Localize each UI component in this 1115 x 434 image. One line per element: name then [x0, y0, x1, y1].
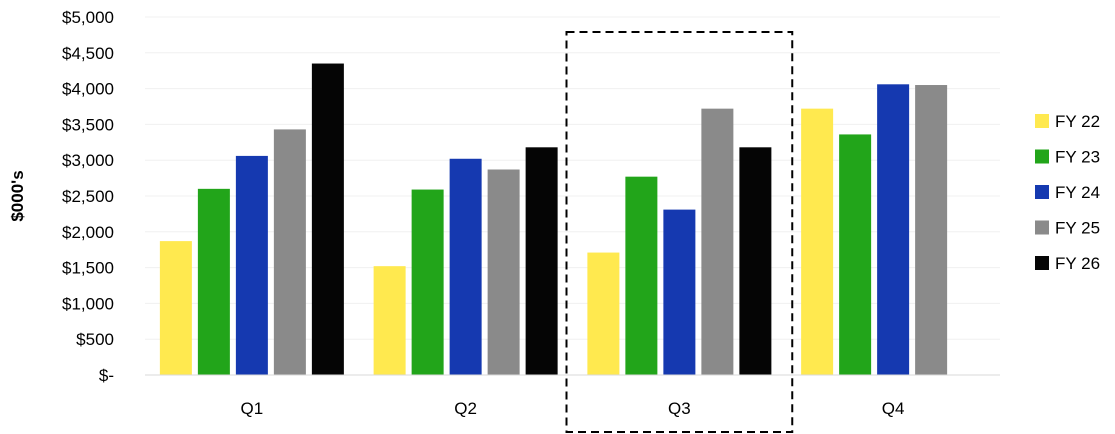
- legend-label: FY 26: [1055, 254, 1100, 273]
- bar-q1-fy22: [159, 241, 192, 375]
- bar-q2-fy26: [525, 147, 558, 375]
- category-labels: Q1 Q2 Q3 Q4: [241, 399, 905, 418]
- bar-q2-fy24: [449, 158, 482, 375]
- y-tick-label: $2,500: [62, 187, 114, 206]
- bar-q4-fy23: [839, 134, 872, 375]
- bar-q4-fy22: [801, 108, 834, 375]
- bar-q1-fy25: [273, 129, 306, 375]
- bar-q1-fy23: [197, 188, 230, 375]
- bar-q4-fy24: [877, 84, 910, 375]
- bar-q4-fy25: [915, 85, 948, 376]
- bar-q3-fy22: [587, 252, 620, 375]
- bar-q1-fy26: [311, 63, 344, 375]
- y-tick-label: $3,500: [62, 115, 114, 134]
- bar-q3-fy24: [663, 209, 696, 375]
- y-tick-label: $4,500: [62, 44, 114, 63]
- legend-swatch: [1035, 220, 1049, 235]
- y-tick-label: $-: [99, 366, 114, 385]
- y-tick-label: $4,000: [62, 80, 114, 99]
- bar-q2-fy22: [373, 266, 406, 375]
- bar-q3-fy23: [625, 176, 658, 375]
- y-tick-label: $5,000: [62, 8, 114, 27]
- y-tick-label: $1,000: [62, 294, 114, 313]
- bar-q2-fy23: [411, 189, 444, 375]
- y-axis-ticks: $- $500 $1,000 $1,500 $2,000 $2,500 $3,000 $3,5…: [62, 8, 114, 385]
- y-tick-label: $1,500: [62, 259, 114, 278]
- legend-swatch: [1035, 114, 1049, 128]
- bar-q3-fy25: [701, 108, 734, 375]
- y-axis-label: $000's: [8, 170, 27, 221]
- x-category-label: Q2: [454, 399, 477, 418]
- bar-q3-fy26: [739, 147, 772, 375]
- gridlines: [145, 16, 1000, 340]
- y-tick-label: $2,000: [62, 223, 114, 242]
- legend-label: FY 24: [1055, 183, 1100, 202]
- legend: FY 22 FY 23 FY 24 FY 25 FY 26: [1035, 112, 1100, 273]
- bar-q2-fy25: [487, 169, 520, 375]
- y-tick-label: $3,000: [62, 151, 114, 170]
- bar-q1-fy24: [235, 155, 268, 375]
- x-category-label: Q3: [668, 399, 691, 418]
- legend-swatch: [1035, 185, 1049, 199]
- bars: [159, 63, 948, 376]
- legend-label: FY 22: [1055, 112, 1100, 131]
- legend-label: FY 25: [1055, 219, 1100, 238]
- y-tick-label: $500: [76, 330, 114, 349]
- x-category-label: Q4: [882, 399, 905, 418]
- legend-label: FY 23: [1055, 148, 1100, 167]
- legend-swatch: [1035, 256, 1049, 270]
- legend-swatch: [1035, 149, 1049, 164]
- x-category-label: Q1: [241, 399, 264, 418]
